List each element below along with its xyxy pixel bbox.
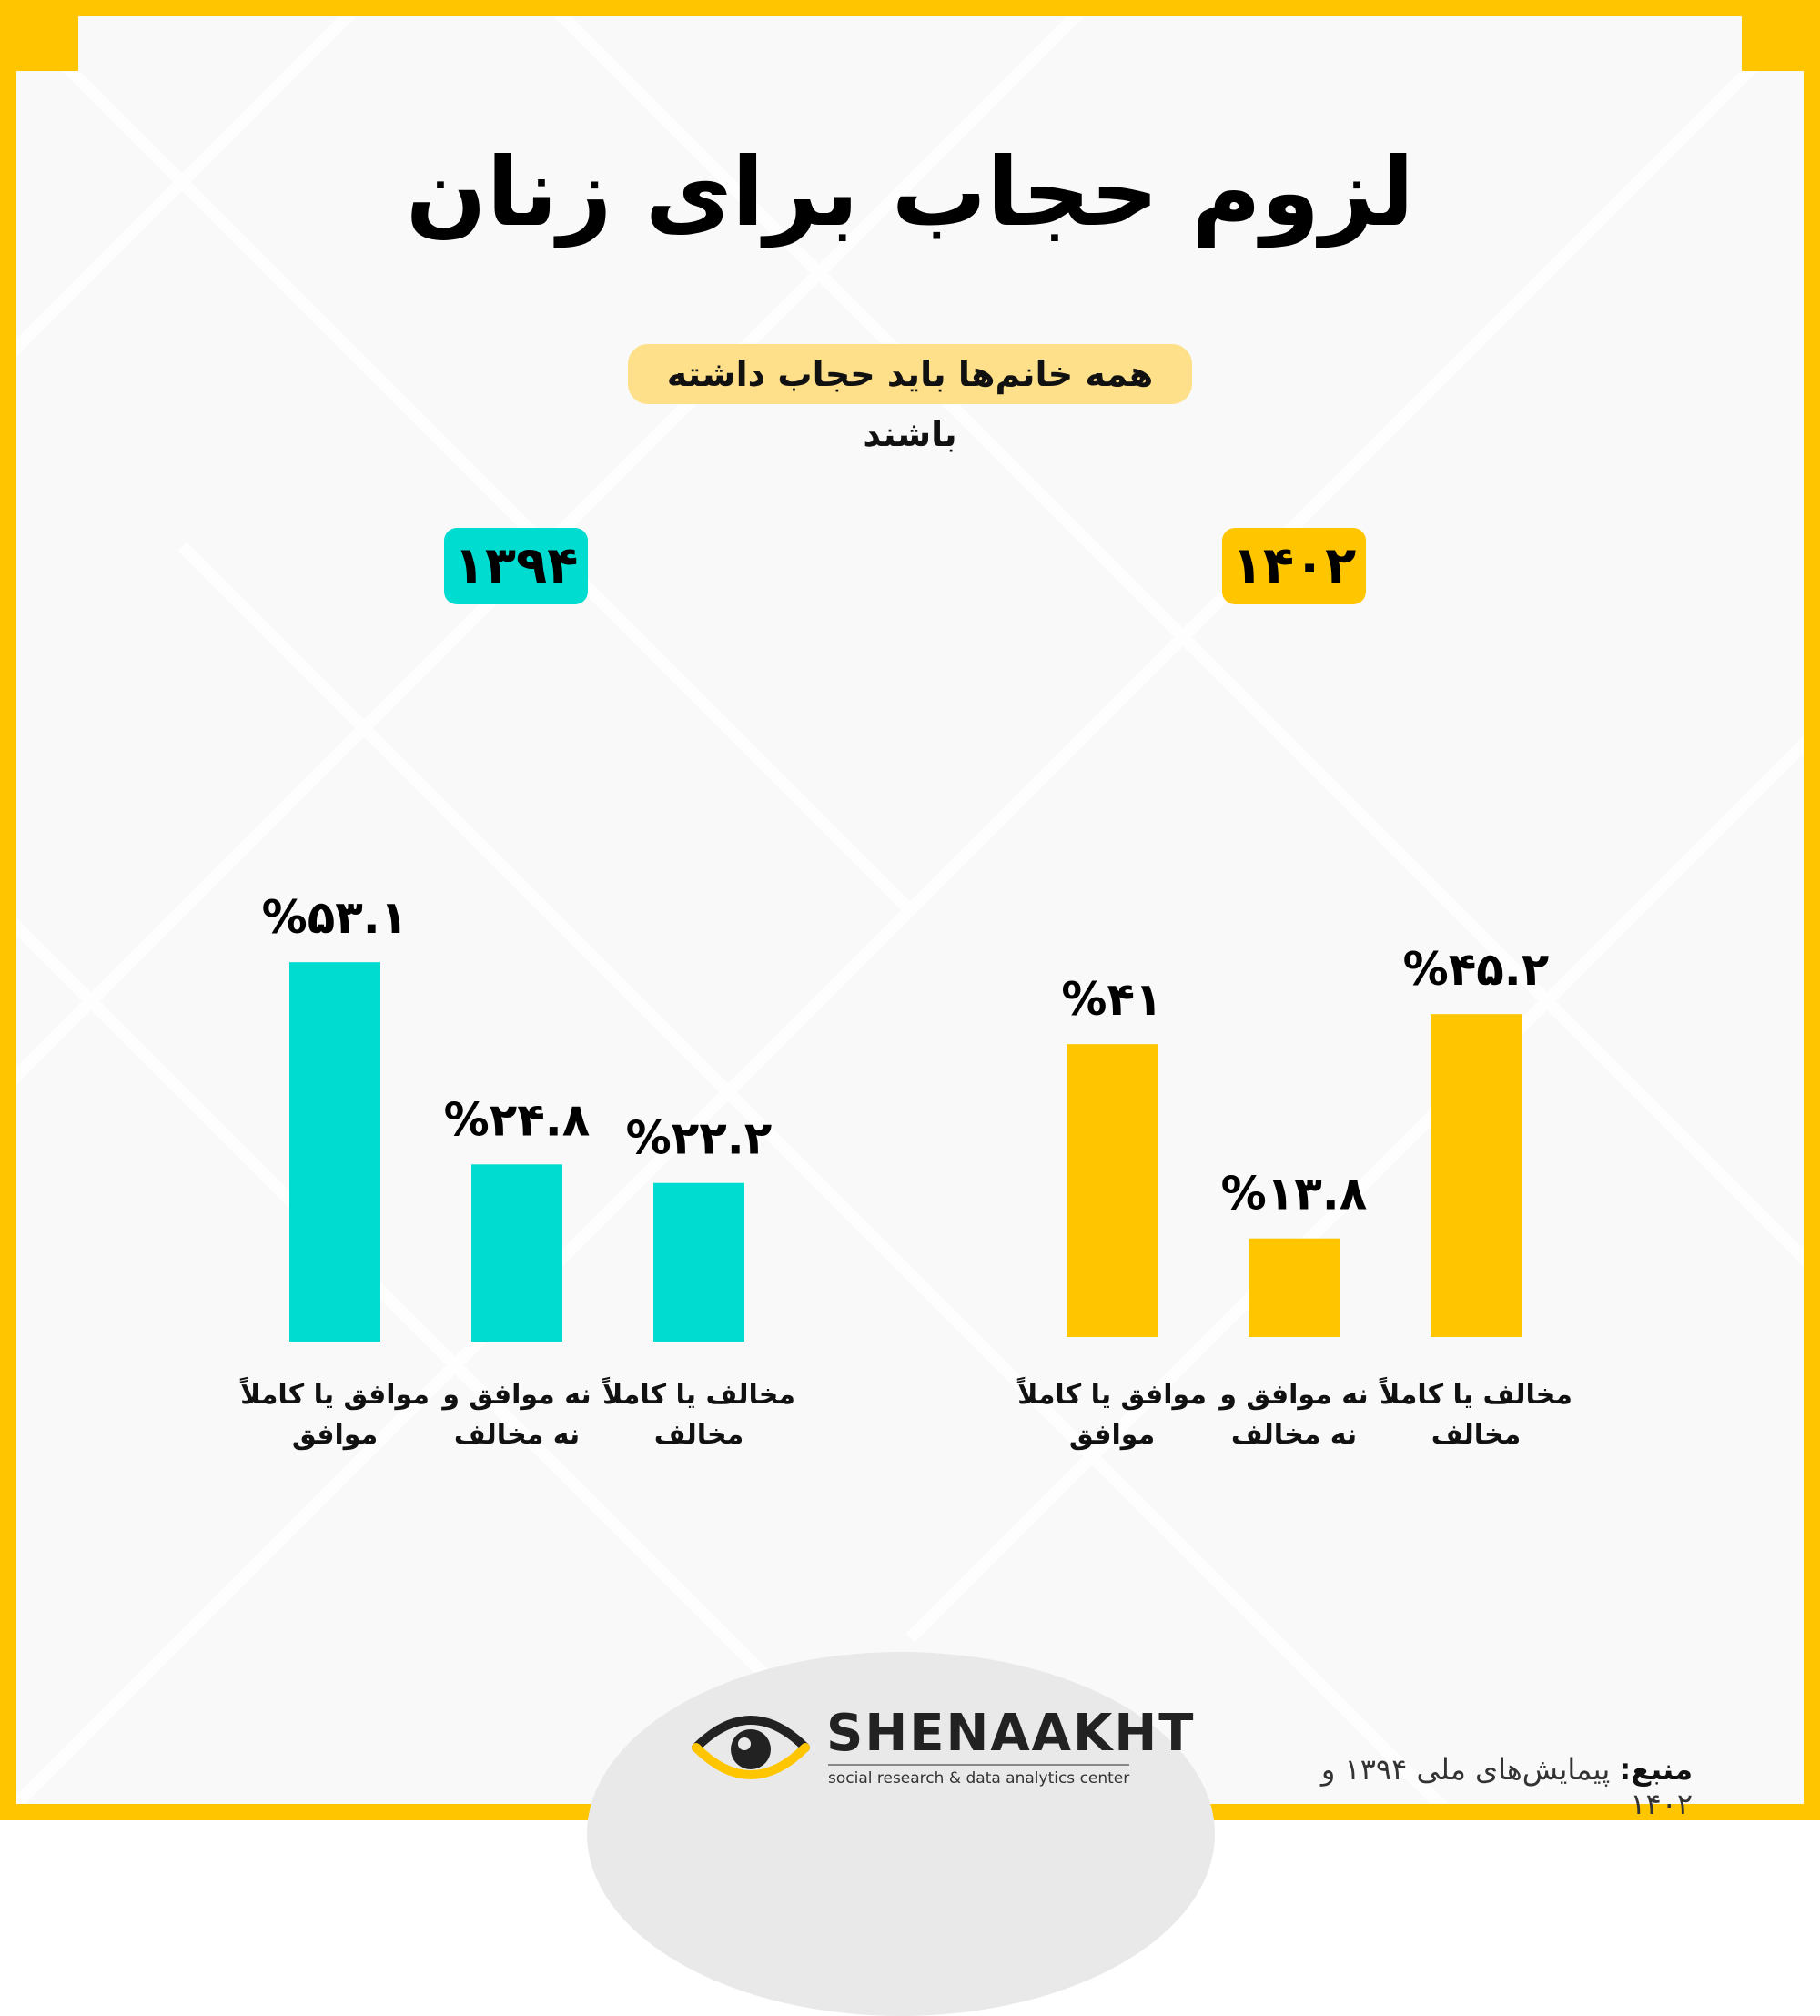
bar-۱۴۰۲-0 — [1067, 1044, 1158, 1337]
brand-name: SHENAAKHT — [826, 1704, 1196, 1763]
subtitle-badge: همه خانم‌ها باید حجاب داشته باشند — [628, 344, 1192, 454]
category-label-۱۳۹۴-0-1: موافق — [292, 1419, 378, 1451]
bar-charts: %۵۳.۱ موافق یا کاملاً موافق %۲۴.۸ نه موافق و… — [239, 891, 1572, 1451]
category-label-۱۳۹۴-1-0: نه موافق و — [440, 1379, 591, 1411]
category-label-۱۳۹۴-0-0: موافق یا کاملاً — [239, 1377, 429, 1411]
category-label-۱۴۰۲-1-1: نه مخالف — [1231, 1419, 1357, 1451]
category-label-۱۳۹۴-2-1: مخالف — [654, 1419, 743, 1451]
bar-۱۳۹۴-0 — [289, 962, 380, 1342]
value-label-۱۴۰۲-1: %۱۳.۸ — [1221, 1168, 1368, 1221]
bar-۱۳۹۴-1 — [471, 1164, 562, 1342]
border-top — [0, 0, 1820, 16]
value-label-۱۴۰۲-0: %۴۱ — [1061, 973, 1162, 1026]
bar-۱۴۰۲-2 — [1431, 1014, 1522, 1337]
border-left — [0, 0, 16, 1820]
source-label: منبع: — [1619, 1752, 1693, 1787]
category-label-۱۴۰۲-1-0: نه موافق و — [1218, 1379, 1368, 1411]
year-badge-1394: ۱۳۹۴ — [444, 528, 588, 604]
page-title: لزوم حجاب برای زنان — [405, 137, 1415, 248]
brand-tagline: social research & data analytics center — [828, 1764, 1130, 1788]
category-label-۱۳۹۴-1-1: نه مخالف — [454, 1419, 580, 1451]
source-text: پیمایش‌های ملی ۱۳۹۴ و ۱۴۰۲ — [1320, 1752, 1693, 1821]
category-label-۱۴۰۲-0-0: موافق یا کاملاً — [1016, 1377, 1206, 1411]
bar-۱۴۰۲-1 — [1249, 1238, 1340, 1337]
value-label-۱۴۰۲-2: %۴۵.۲ — [1403, 943, 1550, 996]
value-label-۱۳۹۴-1: %۲۴.۸ — [444, 1093, 591, 1146]
value-label-۱۳۹۴-0: %۵۳.۱ — [262, 891, 409, 944]
source-note: منبع: پیمایش‌های ملی ۱۳۹۴ و ۱۴۰۲ — [1256, 1752, 1693, 1821]
bar-۱۳۹۴-2 — [653, 1182, 744, 1342]
category-label-۱۴۰۲-2-0: مخالف یا کاملاً — [1379, 1377, 1572, 1411]
year-badge-1402: ۱۴۰۲ — [1222, 528, 1366, 604]
value-label-۱۳۹۴-2: %۲۲.۲ — [626, 1112, 773, 1165]
category-label-۱۳۹۴-2-0: مخالف یا کاملاً — [602, 1377, 795, 1411]
border-right — [1804, 0, 1820, 1820]
category-label-۱۴۰۲-0-1: موافق — [1069, 1419, 1155, 1451]
eye-logo-icon — [692, 1716, 810, 1779]
category-label-۱۴۰۲-2-1: مخالف — [1431, 1419, 1521, 1451]
